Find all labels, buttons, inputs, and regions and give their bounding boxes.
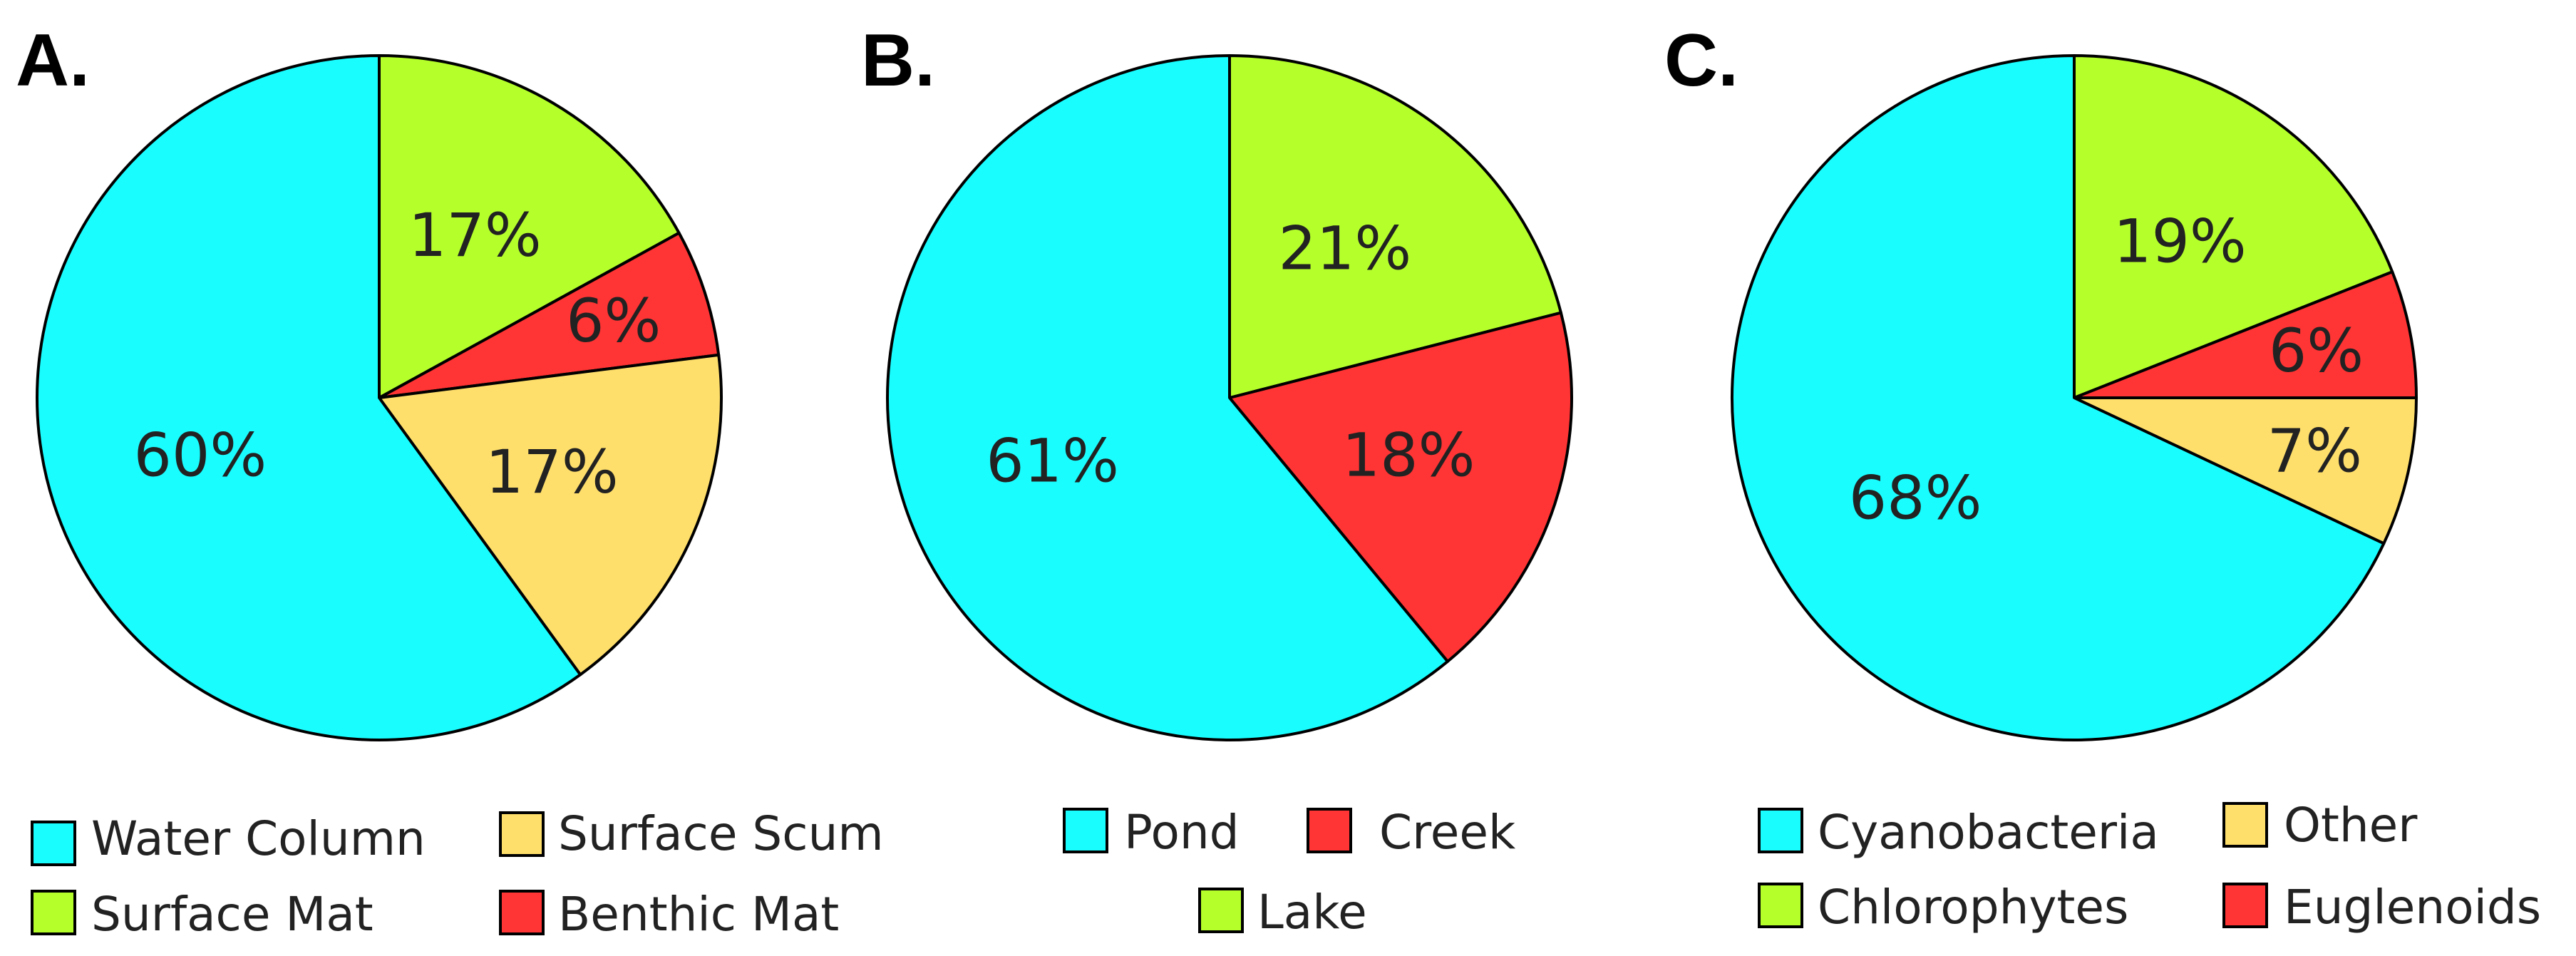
slice-label-pond: 61% [986,426,1119,495]
legend-swatch-chlorophytes [1758,883,1803,928]
pie-slice-creek [1228,311,1573,663]
panel-c-slice-labels: 19% 6% 7% 68% [1849,207,2364,533]
legend-swatch-pond [1063,808,1108,853]
legend-swatch-other [2222,802,2268,848]
legend-swatch-creek [1307,808,1352,853]
legend-label-surface-mat: Surface Mat [91,887,373,942]
panel-c-legend: Cyanobacteria Other Chlorophytes Eugleno… [1758,798,2541,935]
panel-a: A. 17% 6% 17% 60% Water Column Surface Scum… [16,19,884,942]
panel-a-slice-labels: 17% 6% 17% 60% [134,200,661,507]
pie-slice-water-column [36,54,582,741]
pie-slice-euglenoids [2073,270,2418,399]
pie-slice-benthic-mat [378,231,721,399]
legend-swatch-surface-mat [31,890,76,935]
panel-c-pie [1731,54,2418,741]
legend-label-water-column: Water Column [91,811,426,866]
pie-slice-chlorophytes [2073,54,2394,399]
slice-label-lake: 21% [1278,213,1411,283]
panel-a-legend: Water Column Surface Scum Surface Mat Be… [31,806,884,942]
pie-slice-surface-scum [378,353,723,677]
pie-slice-surface-mat [378,54,681,399]
slice-label-chlorophytes: 19% [2113,207,2247,277]
legend-swatch-surface-scum [499,811,545,857]
legend-swatch-lake [1198,888,1244,933]
panel-a-pie [36,54,723,741]
slice-label-surface-mat: 17% [408,200,542,270]
legend-label-euglenoids: Euglenoids [2284,880,2541,935]
legend-label-lake: Lake [1257,885,1367,940]
panel-b-legend: Pond Creek Lake [1063,805,1516,940]
legend-label-benthic-mat: Benthic Mat [558,887,839,942]
legend-label-creek: Creek [1379,805,1516,860]
panel-b-slice-labels: 21% 18% 61% [986,213,1475,495]
legend-label-cyanobacteria: Cyanobacteria [1818,805,2159,860]
slice-label-euglenoids: 6% [2269,316,2364,386]
legend-swatch-euglenoids [2222,883,2268,928]
legend-label-pond: Pond [1124,805,1240,860]
panel-a-letter: A. [16,19,90,102]
slice-label-benthic-mat: 6% [566,286,661,356]
slice-label-cyanobacteria: 68% [1849,463,1982,533]
slice-label-other: 7% [2267,416,2362,485]
slice-label-water-column: 60% [134,421,267,490]
legend-label-chlorophytes: Chlorophytes [1818,880,2128,935]
pie-slice-cyanobacteria [1731,54,2386,741]
panel-c-letter: C. [1664,19,1738,102]
legend-label-other: Other [2284,798,2418,853]
legend-swatch-cyanobacteria [1758,808,1803,853]
legend-swatch-benthic-mat [499,890,545,935]
panel-c: C. 19% 6% 7% 68% Cyanobacteria Other Chloro… [1664,19,2541,935]
legend-swatch-water-column [31,821,76,866]
slice-label-creek: 18% [1342,421,1475,490]
panel-b-letter: B. [861,19,935,102]
panel-b: B. 21% 18% 61% Pond Creek Lake [861,19,1573,940]
pie-slice-pond [886,54,1449,741]
slice-label-surface-scum: 17% [485,437,619,507]
pie-slice-lake [1228,54,1562,399]
legend-label-surface-scum: Surface Scum [558,806,884,861]
pie-slice-other [2073,396,2418,545]
panel-b-pie [886,54,1573,741]
